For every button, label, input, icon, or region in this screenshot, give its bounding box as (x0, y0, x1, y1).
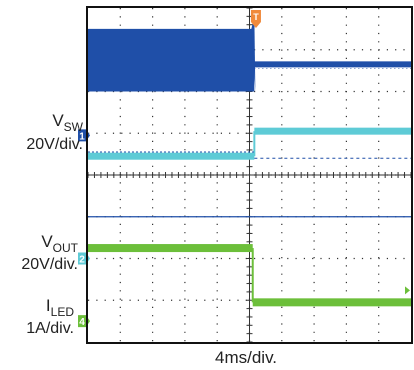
channel-2-marker-text: 2 (79, 255, 85, 266)
channel-4-marker-text: 4 (79, 317, 85, 328)
iled-sub: LED (50, 305, 74, 319)
vsw-settled-trace (254, 61, 411, 68)
vsw-label: VSW (28, 112, 83, 136)
vout-trace-level-1 (254, 127, 411, 135)
iled-scale: 1A/div. (26, 320, 74, 337)
vout-label: VOUT (16, 233, 78, 257)
iled-name: I (45, 296, 51, 315)
vsw-spike (251, 16, 256, 92)
trigger-marker: T (250, 10, 261, 28)
iled-trace-level-0 (88, 244, 253, 253)
vsw-sub: SW (63, 120, 83, 134)
iled-label: ILED (22, 297, 74, 321)
iled-edge-arrow (405, 286, 410, 295)
vout-name: V (41, 232, 53, 251)
plot-frame (86, 6, 413, 344)
iled-trace-level-1 (252, 298, 411, 307)
channel-4-marker: 4 (78, 315, 90, 328)
trigger-marker-shape (250, 10, 261, 28)
vsw-switching-band (88, 28, 255, 92)
vout-trace-level-0 (88, 152, 255, 160)
vsw-name: V (52, 111, 64, 130)
chart-traces (88, 16, 411, 307)
vsw-scale: 20V/div. (26, 136, 83, 153)
channel-2-marker: 2 (78, 252, 90, 266)
vout-scale: 20V/div. (21, 256, 78, 273)
vout-sub: OUT (52, 241, 78, 255)
chart-grid (87, 7, 412, 343)
x-axis-label: 4ms/div. (215, 348, 278, 367)
trigger-marker-text: T (253, 12, 259, 22)
channel-1-marker-text: 1 (79, 131, 85, 142)
